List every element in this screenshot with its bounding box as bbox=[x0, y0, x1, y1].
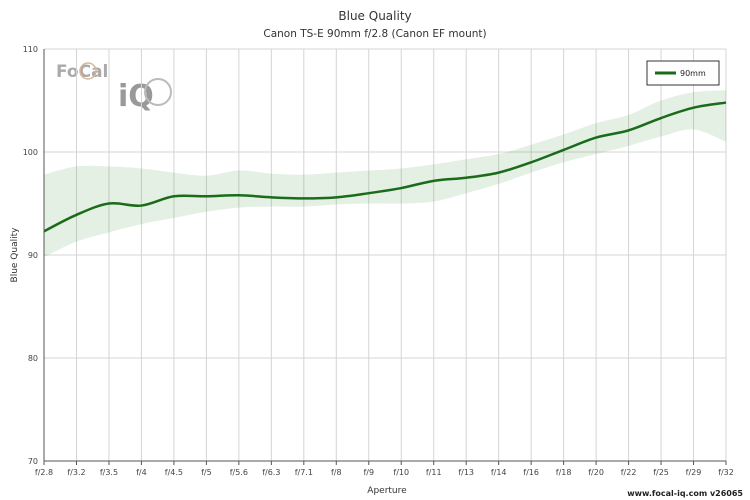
x-tick-label: f/16 bbox=[523, 468, 539, 477]
chart-title: Blue Quality bbox=[338, 9, 411, 23]
confidence-band bbox=[44, 90, 726, 258]
x-tick-label: f/5 bbox=[201, 468, 212, 477]
y-tick-label: 100 bbox=[23, 148, 38, 157]
x-tick-label: f/29 bbox=[686, 468, 702, 477]
series-lines bbox=[43, 101, 727, 233]
x-tick-label: f/13 bbox=[458, 468, 474, 477]
y-tick-label: 80 bbox=[28, 354, 38, 363]
x-tick-label: f/20 bbox=[588, 468, 604, 477]
x-tick-label: f/25 bbox=[653, 468, 669, 477]
x-tick-label: f/22 bbox=[621, 468, 637, 477]
x-tick-label: f/3.5 bbox=[100, 468, 118, 477]
y-tick-label: 110 bbox=[23, 45, 38, 54]
x-tick-label: f/3.2 bbox=[67, 468, 85, 477]
x-tick-label: f/4.5 bbox=[165, 468, 183, 477]
x-tick-label: f/14 bbox=[491, 468, 507, 477]
x-tick-label: f/5.6 bbox=[230, 468, 248, 477]
y-axis-label: Blue Quality bbox=[10, 227, 20, 283]
legend: 90mm bbox=[646, 60, 720, 86]
x-tick-label: f/10 bbox=[393, 468, 409, 477]
y-tick-labels: 70 80 90 100 110 bbox=[23, 45, 38, 466]
y-tick-label: 70 bbox=[28, 457, 38, 466]
logo-lens-icon bbox=[144, 78, 172, 106]
x-tick-label: f/32 bbox=[718, 468, 734, 477]
x-tick-label: f/9 bbox=[363, 468, 374, 477]
footer-credit: www.focal-iq.com v26065 bbox=[627, 489, 743, 498]
x-axis-label: Aperture bbox=[367, 486, 407, 496]
legend-label: 90mm bbox=[680, 69, 706, 78]
series-line bbox=[43, 101, 727, 233]
x-tick-label: f/2.8 bbox=[35, 468, 53, 477]
x-tick-labels: f/2.8 f/3.2 f/3.5 f/4 f/4.5 f/5 f/5.6 f/6.3 f/7.… bbox=[35, 468, 734, 477]
x-tick-label: f/6.3 bbox=[262, 468, 280, 477]
y-tick-label: 90 bbox=[28, 251, 38, 260]
x-tick-label: f/7.1 bbox=[295, 468, 313, 477]
axes bbox=[43, 49, 727, 465]
focal-iq-logo: FoCal iQ bbox=[56, 62, 172, 114]
x-tick-label: f/4 bbox=[136, 468, 147, 477]
x-tick-label: f/11 bbox=[426, 468, 442, 477]
series-band bbox=[44, 90, 726, 258]
chart-subtitle: Canon TS-E 90mm f/2.8 (Canon EF mount) bbox=[263, 28, 486, 40]
x-tick-label: f/18 bbox=[556, 468, 572, 477]
logo-ring-icon bbox=[79, 62, 97, 80]
x-tick-label: f/8 bbox=[331, 468, 342, 477]
